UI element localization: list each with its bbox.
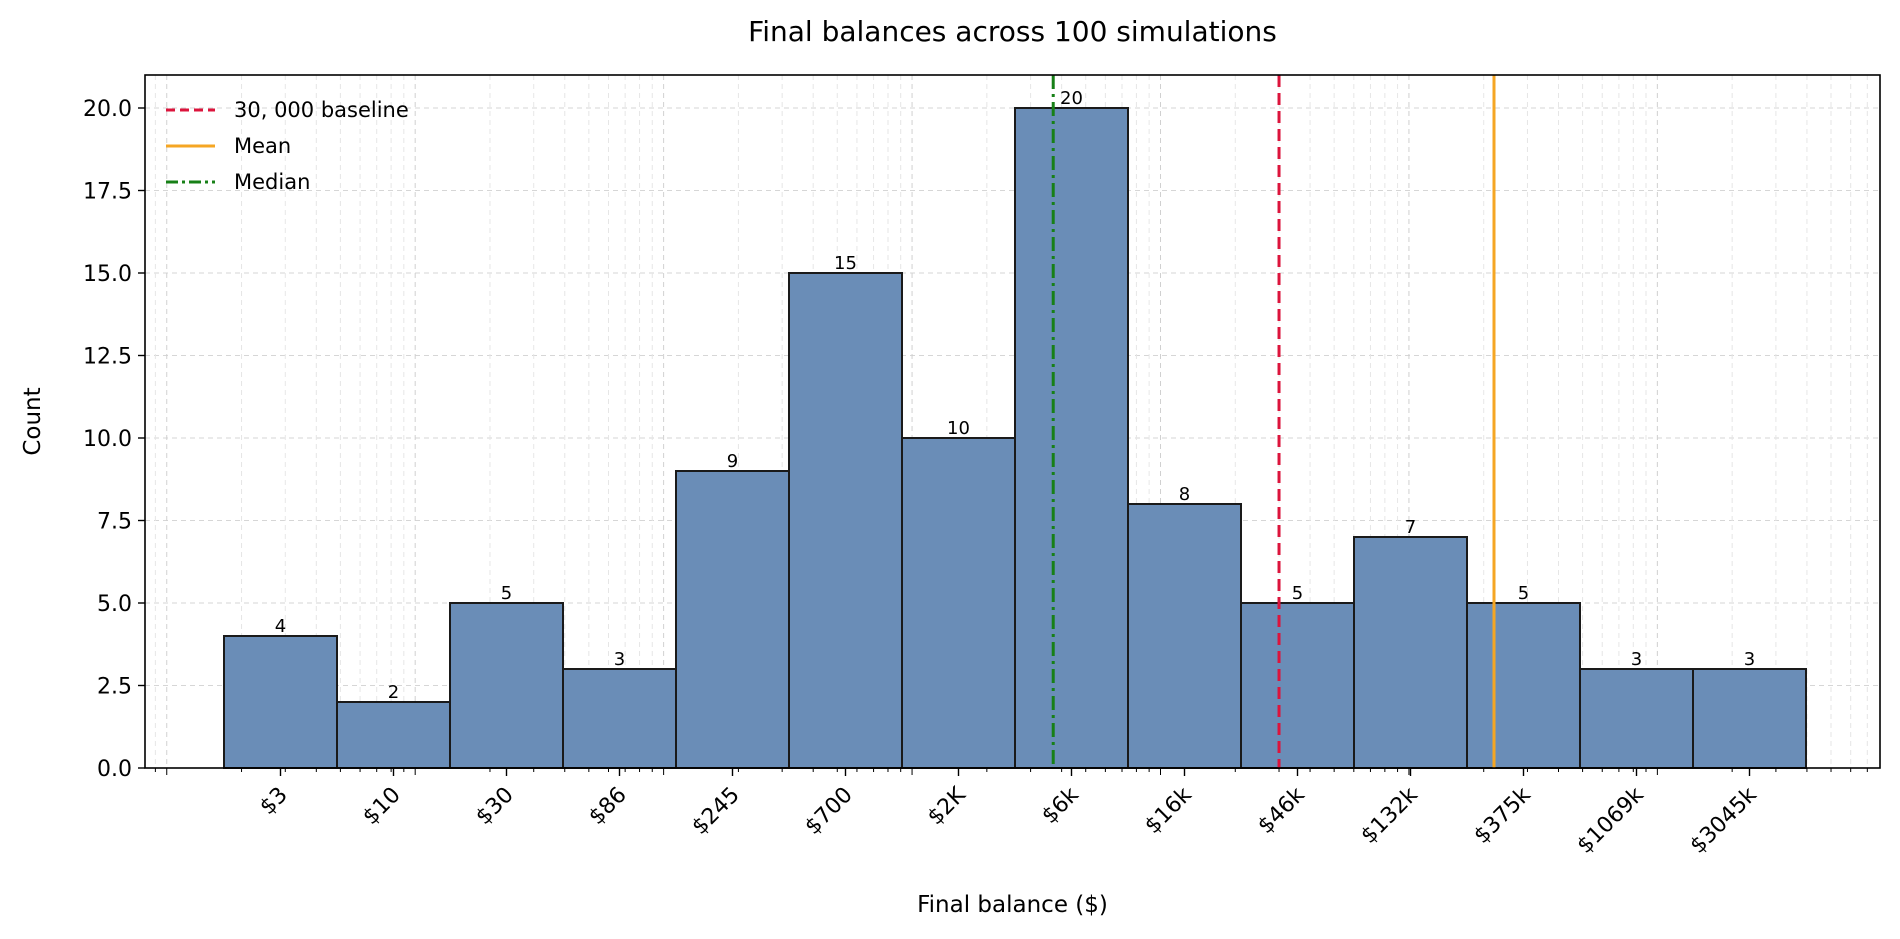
y-tick-label: 7.5 (97, 510, 132, 535)
y-tick-label: 20.0 (83, 97, 132, 122)
bar (1692, 668, 1807, 769)
bar (1579, 668, 1694, 769)
bar (1014, 107, 1129, 769)
y-tick-label: 12.5 (83, 345, 132, 370)
reference-lines (1051, 75, 1496, 768)
bar-value-label: 3 (1744, 649, 1755, 670)
bar-value-label: 8 (1179, 484, 1190, 505)
legend-label: Median (234, 170, 310, 194)
bar-value-label: 7 (1405, 517, 1416, 538)
y-tick-label: 17.5 (83, 180, 132, 205)
plot-frame (144, 74, 1881, 769)
bar (449, 602, 564, 769)
y-tick-label: 5.0 (97, 592, 132, 617)
bar (223, 635, 338, 769)
bar (675, 470, 790, 769)
y-tick-label: 0.0 (97, 757, 132, 782)
bar-value-label: 9 (727, 451, 738, 472)
y-tick-label: 10.0 (83, 427, 132, 452)
bar-value-label: 5 (1292, 583, 1303, 604)
y-axis: 0.0 2.5 5.0 7.5 10.0 12.5 15.0 17.5 20.0 (83, 97, 145, 782)
legend-label: 30, 000 baseline (234, 98, 409, 122)
bar-value-label: 3 (614, 649, 625, 670)
bar (1466, 602, 1581, 769)
bar-value-label: 5 (501, 583, 512, 604)
bar (1240, 602, 1355, 769)
x-axis-label: Final balance ($) (917, 892, 1108, 918)
bar (562, 668, 677, 769)
bar-value-label: 2 (388, 682, 399, 703)
legend-label: Mean (234, 134, 291, 158)
bar (1127, 503, 1242, 769)
bar-value-label: 3 (1631, 649, 1642, 670)
bar-labels: 4 2 5 3 9 15 10 20 8 5 7 5 3 3 (275, 88, 1755, 703)
bars (223, 107, 1807, 769)
y-tick-label: 2.5 (97, 675, 132, 700)
bar-value-label: 10 (947, 418, 970, 439)
bar (1353, 536, 1468, 769)
bar (336, 701, 451, 769)
bar (788, 272, 903, 769)
y-tick-label: 15.0 (83, 262, 132, 287)
bar (901, 437, 1016, 769)
bar-value-label: 20 (1060, 88, 1083, 109)
bar-value-label: 5 (1518, 583, 1529, 604)
bar-value-label: 4 (275, 616, 286, 637)
legend: 30, 000 baseline Mean Median (166, 98, 409, 194)
bar-value-label: 15 (834, 253, 857, 274)
chart-title: Final balances across 100 simulations (748, 15, 1277, 48)
y-axis-label: Count (20, 387, 46, 455)
